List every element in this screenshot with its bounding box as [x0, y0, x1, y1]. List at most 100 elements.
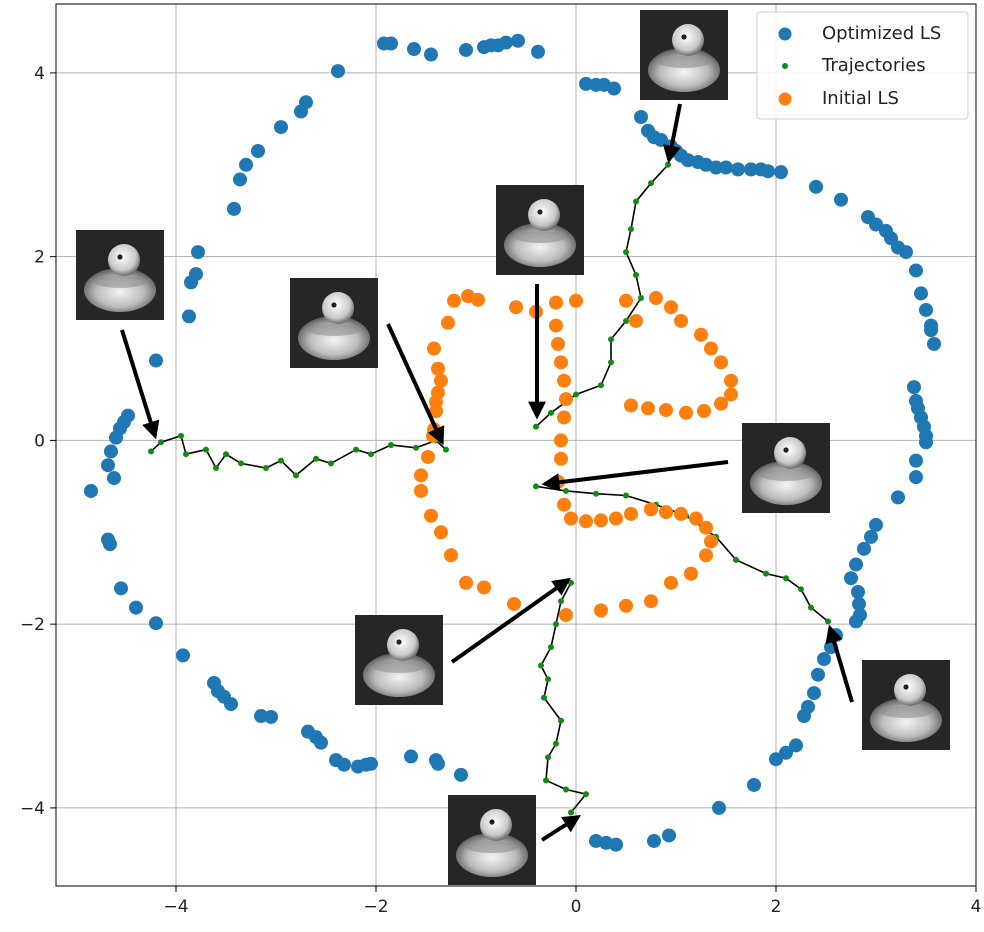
data-point — [264, 709, 278, 724]
plot-area — [56, 4, 976, 886]
trajectory-point — [608, 336, 614, 343]
data-point — [811, 667, 825, 682]
data-point — [421, 449, 435, 464]
data-point — [129, 600, 143, 615]
data-point — [644, 502, 658, 517]
data-point — [714, 355, 728, 370]
data-point — [807, 686, 821, 701]
legend-marker-optimized — [778, 27, 792, 41]
duck-thumbnails — [76, 10, 950, 885]
data-point — [644, 594, 658, 609]
trajectory-line — [535, 164, 669, 428]
data-point — [554, 451, 568, 466]
trajectory-point — [563, 786, 569, 793]
data-point — [594, 603, 608, 618]
data-point — [424, 508, 438, 523]
trajectory-point — [543, 777, 549, 784]
data-point — [477, 580, 491, 595]
trajectory-point — [633, 198, 639, 205]
data-point — [849, 557, 863, 572]
data-point — [607, 81, 621, 96]
data-point — [774, 165, 788, 180]
data-point — [919, 302, 933, 317]
data-point — [629, 313, 643, 328]
duck-thumbnail-center-right — [541, 423, 830, 513]
data-point — [414, 468, 428, 483]
data-point — [447, 293, 461, 308]
data-point — [121, 408, 135, 423]
duck-thumbnail-center-top — [496, 185, 584, 420]
data-point — [227, 201, 241, 216]
data-point — [424, 47, 438, 62]
trajectory-point — [548, 644, 554, 651]
data-point — [654, 132, 668, 147]
trajectory-point — [388, 442, 394, 448]
data-point — [704, 534, 718, 549]
duck-thumbnail-left — [76, 230, 164, 440]
trajectory-point — [825, 618, 831, 625]
data-point — [569, 293, 583, 308]
data-point — [224, 697, 238, 712]
data-point — [724, 373, 738, 388]
data-point — [697, 404, 711, 419]
data-point — [427, 341, 441, 356]
data-point — [789, 738, 803, 753]
data-point — [189, 267, 203, 282]
data-point — [559, 392, 573, 407]
data-point — [909, 263, 923, 278]
trajectory-point — [763, 570, 769, 577]
data-point — [459, 42, 473, 57]
data-point — [557, 410, 571, 425]
data-point — [659, 403, 673, 418]
data-point — [499, 35, 513, 50]
legend-box — [756, 11, 969, 120]
data-point — [634, 110, 648, 125]
data-point — [924, 323, 938, 338]
trajectory-point — [733, 556, 739, 563]
trajectory-point — [553, 740, 559, 747]
data-point — [507, 596, 521, 611]
trajectory-point — [368, 451, 374, 458]
trajectory-point — [213, 464, 219, 471]
trajectory-point — [443, 446, 449, 453]
data-point — [609, 511, 623, 526]
data-point — [104, 444, 118, 459]
trajectory-point — [263, 464, 269, 471]
data-point — [624, 506, 638, 521]
trajectory-point — [328, 460, 334, 467]
legend-label-initial: Initial LS — [822, 88, 899, 109]
trajectory-point — [628, 226, 634, 233]
data-point — [107, 471, 121, 486]
data-point — [441, 315, 455, 330]
plot-frame — [55, 3, 977, 887]
trajectory-point — [623, 249, 629, 256]
data-point — [857, 541, 871, 556]
data-point — [431, 361, 445, 376]
data-point — [619, 598, 633, 613]
data-point — [511, 33, 525, 48]
data-point — [679, 405, 693, 420]
data-point — [549, 295, 563, 310]
data-point — [554, 433, 568, 448]
trajectory-point — [608, 359, 614, 366]
duck-thumbnail-mid-left — [290, 278, 445, 446]
legend-marker-initial — [778, 92, 792, 106]
x-tick-label: 0 — [571, 897, 582, 917]
data-point — [509, 300, 523, 315]
data-point — [564, 511, 578, 526]
data-point — [891, 490, 905, 505]
data-point — [849, 614, 863, 629]
trajectory-point — [541, 694, 547, 701]
trajectory-point — [568, 809, 574, 816]
data-point — [239, 157, 253, 172]
data-point — [337, 757, 351, 772]
trajectory-point — [798, 586, 804, 593]
data-point — [331, 64, 345, 79]
data-point — [719, 160, 733, 175]
trajectory-point — [623, 317, 629, 324]
legend-label-optimized: Optimized LS — [822, 23, 941, 44]
trajectory-point — [648, 180, 654, 187]
trajectory-point — [558, 717, 564, 724]
trajectory-point — [203, 446, 209, 453]
trajectory-point — [568, 579, 574, 586]
